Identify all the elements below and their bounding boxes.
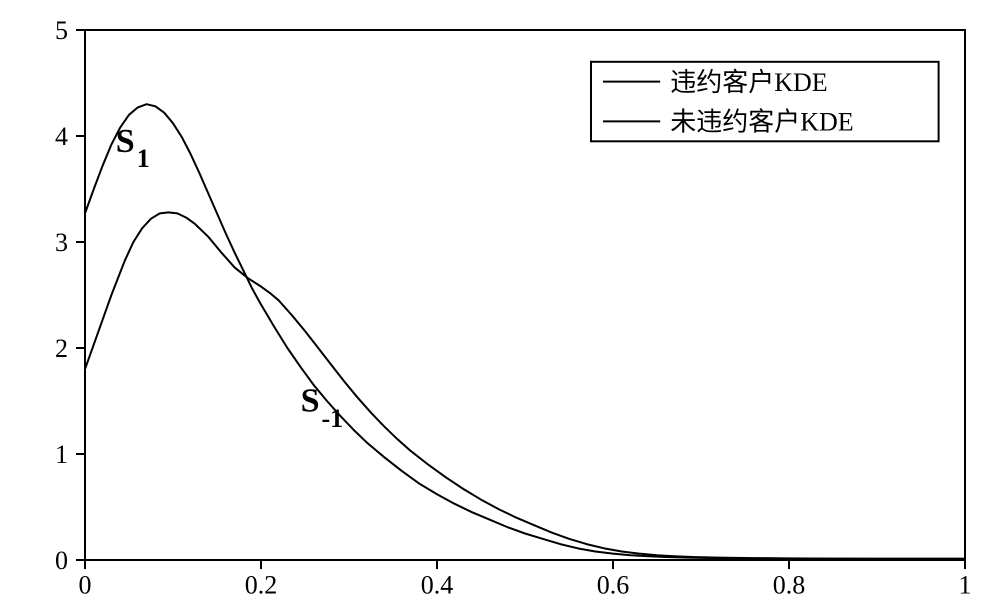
kde-chart: 00.20.40.60.81012345S1S-1违约客户KDE未违约客户KDE bbox=[0, 0, 1000, 609]
x-tick-label: 0.2 bbox=[245, 571, 278, 600]
y-tick-label: 3 bbox=[55, 228, 68, 257]
x-tick-label: 0.6 bbox=[597, 571, 630, 600]
x-tick-label: 0 bbox=[79, 571, 92, 600]
chart-svg: 00.20.40.60.81012345S1S-1违约客户KDE未违约客户KDE bbox=[0, 0, 1000, 609]
y-tick-label: 4 bbox=[55, 122, 68, 151]
y-tick-label: 2 bbox=[55, 334, 68, 363]
x-tick-label: 0.4 bbox=[421, 571, 454, 600]
x-tick-label: 1 bbox=[959, 571, 972, 600]
x-tick-label: 0.8 bbox=[773, 571, 806, 600]
y-tick-label: 1 bbox=[55, 440, 68, 469]
y-tick-label: 0 bbox=[55, 546, 68, 575]
y-tick-label: 5 bbox=[55, 16, 68, 45]
legend-label: 未违约客户KDE bbox=[670, 108, 853, 137]
legend-label: 违约客户KDE bbox=[670, 68, 827, 97]
